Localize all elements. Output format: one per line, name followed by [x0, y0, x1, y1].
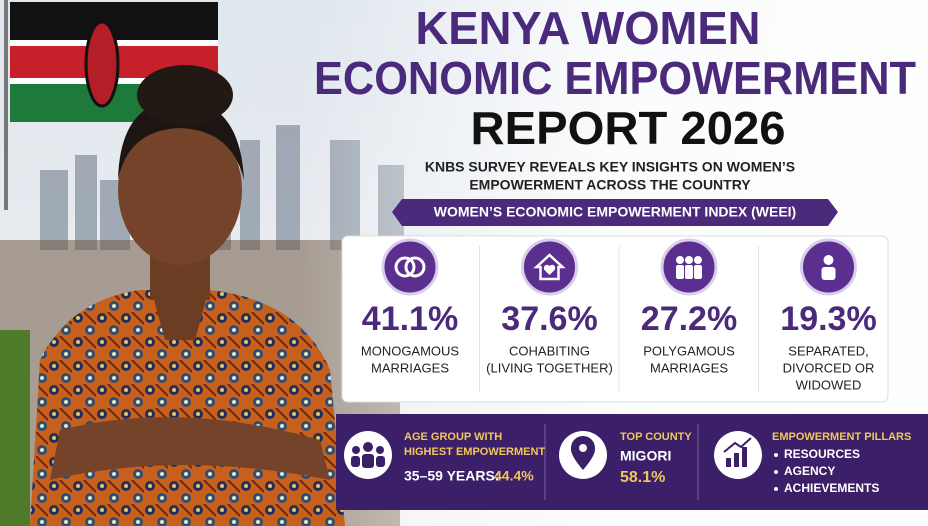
person-head	[676, 256, 684, 264]
pillar-item: AGENCY	[784, 464, 835, 478]
county-heading: TOP COUNTY	[620, 431, 692, 443]
pillar-item: ACHIEVEMENTS	[784, 481, 879, 495]
pillars: RESOURCES AGENCY ACHIEVEMENTS	[774, 447, 879, 495]
icon	[533, 253, 566, 281]
house	[533, 253, 566, 281]
icon-circle	[381, 238, 439, 296]
age-value: 44.4%	[494, 468, 534, 484]
county-name: MIGORI	[620, 448, 671, 464]
title-line: ECONOMIC EMPOWERMENT	[314, 52, 916, 104]
stat-value: 37.6%	[501, 300, 597, 338]
stat-label: MONOGAMOUS	[361, 343, 460, 358]
bullet	[774, 487, 778, 491]
subtitle-line: EMPOWERMENT ACROSS THE COUNTRY	[469, 177, 751, 193]
person-body	[821, 267, 836, 280]
county-value: 58.1%	[620, 469, 665, 486]
icon	[676, 256, 702, 279]
person-body	[676, 265, 684, 279]
pin-icon	[559, 431, 607, 479]
person-body	[685, 265, 693, 279]
stat-label: (LIVING TOGETHER)	[486, 360, 613, 375]
heart	[543, 264, 556, 275]
title-line: KENYA WOMEN	[416, 2, 761, 54]
stat-label: DIVORCED OR	[783, 360, 875, 375]
bullet	[774, 453, 778, 457]
pillar-item: RESOURCES	[784, 447, 860, 461]
woman	[30, 65, 345, 526]
stat-label: SEPARATED,	[788, 343, 868, 358]
title-line: REPORT 2026	[471, 102, 786, 154]
subtitle-line: KNBS SURVEY REVEALS KEY INSIGHTS ON WOME…	[425, 159, 795, 175]
group-icon	[344, 431, 392, 479]
stats: 41.1% MONOGAMOUS MARRIAGES 37.6% COHABITING (…	[361, 238, 877, 392]
stat-label: MARRIAGES	[650, 360, 728, 375]
banner-text: WOMEN’S ECONOMIC EMPOWERMENT INDEX (WEEI…	[434, 204, 796, 220]
age-range: 35–59 YEARS:	[404, 468, 499, 484]
ring	[394, 256, 416, 278]
stat-value: 27.2%	[641, 300, 737, 338]
person-head	[823, 255, 834, 265]
stat-value: 19.3%	[780, 300, 876, 338]
person-body	[694, 265, 702, 279]
highlights-bar	[336, 414, 928, 510]
stat-value: 41.1%	[362, 300, 458, 338]
stats-panel	[341, 235, 889, 403]
pillars-heading: EMPOWERMENT PILLARS	[772, 431, 911, 443]
person-head	[685, 256, 693, 264]
banner	[392, 199, 838, 226]
icon	[821, 255, 836, 280]
chart-icon	[714, 431, 762, 479]
age-heading: AGE GROUP WITH	[404, 431, 502, 443]
stat-label: POLYGAMOUS	[643, 343, 735, 358]
bullet	[774, 470, 778, 474]
stat-label: MARRIAGES	[371, 360, 449, 375]
kenya-flag	[4, 0, 218, 210]
produce	[0, 330, 30, 526]
person-head	[694, 256, 702, 264]
icon	[394, 256, 426, 278]
stat-label: WIDOWED	[796, 377, 862, 392]
stat-label: COHABITING	[509, 343, 590, 358]
ring	[404, 256, 426, 278]
age-heading: HIGHEST EMPOWERMENT	[404, 446, 545, 458]
